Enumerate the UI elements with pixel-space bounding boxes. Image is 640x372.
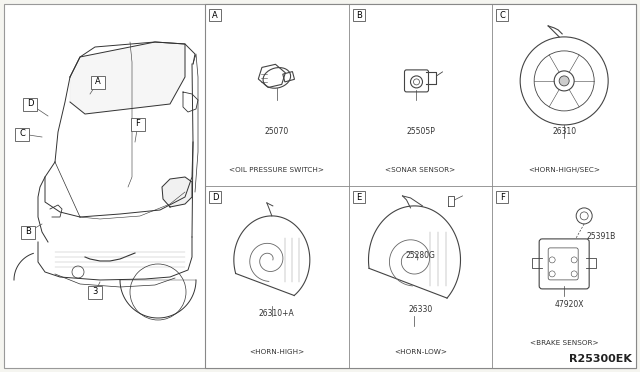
Text: <HORN-LOW>: <HORN-LOW> (394, 349, 447, 355)
Text: <HORN-HIGH/SEC>: <HORN-HIGH/SEC> (528, 167, 600, 173)
Text: D: D (212, 192, 218, 202)
Bar (209, 191, 221, 203)
Text: A: A (212, 10, 218, 19)
Text: B: B (25, 228, 31, 237)
Text: R25300EK: R25300EK (569, 354, 632, 364)
Bar (497, 9, 508, 21)
Text: F: F (500, 192, 505, 202)
Text: <BRAKE SENSOR>: <BRAKE SENSOR> (530, 340, 598, 346)
Text: 26330: 26330 (408, 305, 433, 314)
Bar (205, 4, 636, 368)
Bar (15, 128, 29, 141)
Text: 25280G: 25280G (406, 251, 435, 260)
Bar (209, 9, 221, 21)
Circle shape (559, 76, 569, 86)
Text: <HORN-HIGH>: <HORN-HIGH> (249, 349, 305, 355)
Text: F: F (136, 119, 140, 128)
Text: 25070: 25070 (265, 127, 289, 136)
Text: 47920X: 47920X (554, 300, 584, 309)
Text: E: E (356, 192, 362, 202)
Bar (283, 71, 294, 82)
Text: <SONAR SENSOR>: <SONAR SENSOR> (385, 167, 456, 173)
Text: 25391B: 25391B (586, 232, 616, 241)
Text: 26310+A: 26310+A (259, 309, 294, 318)
Bar (88, 285, 102, 298)
Text: <OIL PRESSURE SWITCH>: <OIL PRESSURE SWITCH> (229, 167, 324, 173)
Text: A: A (95, 77, 101, 87)
Bar (497, 191, 508, 203)
Bar (353, 9, 365, 21)
Text: 26310: 26310 (552, 127, 576, 136)
Text: 3: 3 (92, 288, 98, 296)
Bar (91, 76, 105, 89)
Text: 25505P: 25505P (406, 127, 435, 136)
Text: C: C (19, 129, 25, 138)
Bar (23, 97, 37, 110)
Text: C: C (499, 10, 505, 19)
Text: B: B (356, 10, 362, 19)
Text: D: D (27, 99, 33, 109)
Polygon shape (162, 177, 192, 207)
Bar (353, 191, 365, 203)
Polygon shape (70, 42, 185, 114)
Bar (131, 118, 145, 131)
Bar (21, 225, 35, 238)
